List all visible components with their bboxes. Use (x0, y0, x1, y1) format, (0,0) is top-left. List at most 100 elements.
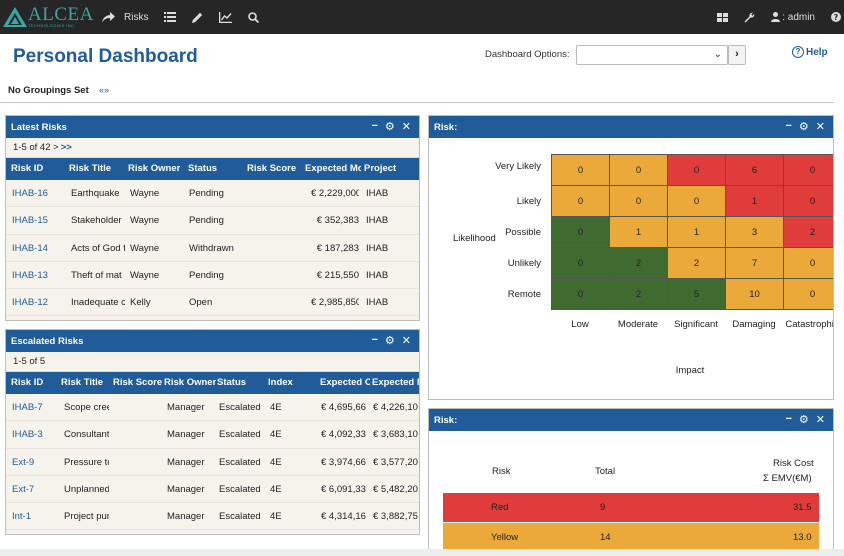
user-menu[interactable]: : admin (771, 12, 815, 23)
column-header[interactable]: Risk ID (11, 377, 44, 388)
heatmap-cell[interactable]: 2 (783, 216, 833, 248)
help-top-button[interactable]: ? (831, 12, 841, 22)
close-icon[interactable]: ✕ (401, 121, 411, 133)
heatmap-cell[interactable]: 3 (725, 216, 784, 248)
heatmap-cell[interactable]: 2 (609, 247, 668, 279)
pager-next-link[interactable]: >> (60, 142, 72, 153)
heatmap-cell[interactable]: 0 (667, 154, 726, 186)
gear-icon[interactable]: ⚙ (384, 121, 395, 133)
risk-id-link[interactable]: IHAB-14 (12, 242, 48, 254)
grouping-toggle-link[interactable]: «» (99, 85, 110, 95)
heatmap-cell[interactable]: 0 (609, 154, 668, 186)
heatmap-cell[interactable]: 1 (725, 185, 784, 217)
risk-index: 4E (270, 483, 282, 495)
expected-cost: € 3,974,66 (321, 456, 366, 468)
heatmap-cell[interactable]: 0 (551, 247, 610, 279)
heatmap-cell[interactable]: 2 (667, 247, 726, 279)
column-header[interactable]: Index (268, 377, 293, 388)
column-header[interactable]: Expected C (320, 377, 370, 388)
svg-text:?: ? (834, 13, 839, 22)
risk-id-link[interactable]: Int-1 (12, 511, 32, 523)
heatmap-cell[interactable]: 1 (667, 216, 726, 248)
dashboard-grid-button[interactable] (717, 12, 729, 22)
heatmap-cell[interactable]: 0 (783, 278, 833, 310)
table-row[interactable]: IHAB-15StakeholderWaynePending3€ 352,383… (6, 207, 419, 235)
column-header[interactable]: Expected M (372, 377, 420, 388)
summary-row[interactable]: Yellow 14 13.0 (443, 523, 819, 552)
heatmap-cell[interactable]: 6 (725, 154, 784, 186)
risk-id-link[interactable]: IHAB-3 (12, 429, 43, 441)
dashboard-options-select[interactable]: ⌄ (576, 45, 728, 65)
heatmap-cell[interactable]: 2 (609, 278, 668, 310)
risk-id-link[interactable]: IHAB-16 (12, 188, 48, 199)
column-header[interactable]: Status (188, 163, 218, 174)
line-chart-icon (219, 11, 233, 23)
close-icon[interactable]: ✕ (815, 121, 825, 133)
minimize-icon[interactable]: − (371, 334, 378, 346)
dashboard-go-button[interactable]: › (728, 45, 746, 65)
table-row[interactable]: IHAB-3Consultant20ManagerEscalated4E€ 4,… (6, 421, 419, 449)
risk-title: Inadequate c (71, 297, 125, 309)
gear-icon[interactable]: ⚙ (384, 335, 395, 347)
nav-chart[interactable] (219, 11, 233, 23)
project: IHAB (366, 242, 389, 254)
risk-id-link[interactable]: IHAB-7 (12, 402, 43, 413)
column-header[interactable]: Risk Title (69, 163, 112, 174)
heatmap-cell[interactable]: 10 (725, 278, 784, 310)
gear-icon[interactable]: ⚙ (798, 121, 809, 133)
heatmap-cell[interactable]: 1 (609, 216, 668, 248)
nav-search[interactable] (248, 11, 260, 23)
risk-status: Escalated (219, 483, 261, 495)
heatmap-cell[interactable]: 7 (725, 247, 784, 279)
nav-edit[interactable] (192, 12, 203, 23)
table-row[interactable]: IHAB-16EarthquakeWaynePending15€ 2,229,0… (6, 180, 419, 208)
column-header[interactable]: Risk Score (247, 163, 297, 174)
risk-id-link[interactable]: Ext-9 (12, 456, 35, 468)
column-header[interactable]: Status (217, 377, 247, 388)
heatmap-cell[interactable]: 0 (609, 185, 668, 217)
column-header[interactable]: Risk ID (11, 163, 44, 174)
heatmap-cell[interactable]: 0 (551, 154, 610, 186)
minimize-icon[interactable]: − (785, 413, 792, 425)
nav-list[interactable] (164, 12, 177, 22)
minimize-icon[interactable]: − (785, 120, 792, 132)
heatmap-cell[interactable]: 0 (667, 185, 726, 217)
column-header[interactable]: Risk Owner (164, 377, 217, 388)
close-icon[interactable]: ✕ (401, 335, 411, 347)
risk-id-link[interactable]: IHAB-13 (12, 269, 48, 281)
risk-title: Scope cree (64, 402, 109, 413)
nav-risks[interactable]: Risks (102, 11, 148, 23)
summary-row[interactable]: Red 9 31.5 (443, 493, 819, 522)
heatmap-cell[interactable]: 0 (551, 216, 610, 248)
column-header[interactable]: Project (364, 163, 397, 174)
column-header[interactable]: Risk Score (113, 377, 163, 388)
panel-header: Risk: − ⚙ ✕ (429, 409, 833, 431)
risk-id-link[interactable]: Ext-7 (12, 483, 35, 495)
table-row[interactable]: Ext-7Unplanned20ManagerEscalated4E€ 6,09… (6, 476, 419, 504)
close-icon[interactable]: ✕ (815, 414, 825, 426)
settings-wrench-button[interactable] (744, 12, 755, 23)
heatmap-cell[interactable]: 0 (783, 247, 833, 279)
help-link[interactable]: ? Help (792, 46, 828, 58)
heatmap-cell[interactable]: 0 (551, 185, 610, 217)
column-header[interactable]: Expected Mo (305, 163, 361, 174)
gear-icon[interactable]: ⚙ (798, 414, 809, 426)
risk-id-link[interactable]: IHAB-12 (12, 297, 48, 309)
risk-status: Withdrawn (189, 242, 234, 254)
heatmap-cell[interactable]: 0 (783, 154, 833, 186)
column-header[interactable]: Risk Title (61, 377, 104, 388)
risk-id-link[interactable]: IHAB-15 (12, 215, 48, 227)
alcea-logo[interactable]: ALCEA TECHNOLOGIES INC. (0, 5, 96, 28)
heatmap-cell[interactable]: 0 (783, 185, 833, 217)
expected-monetary: € 352,383 (316, 215, 359, 227)
heatmap-cell[interactable]: 5 (667, 278, 726, 310)
heatmap-cell[interactable]: 0 (551, 278, 610, 310)
minimize-icon[interactable]: − (371, 120, 378, 132)
column-header[interactable]: Risk Owner (128, 163, 181, 174)
